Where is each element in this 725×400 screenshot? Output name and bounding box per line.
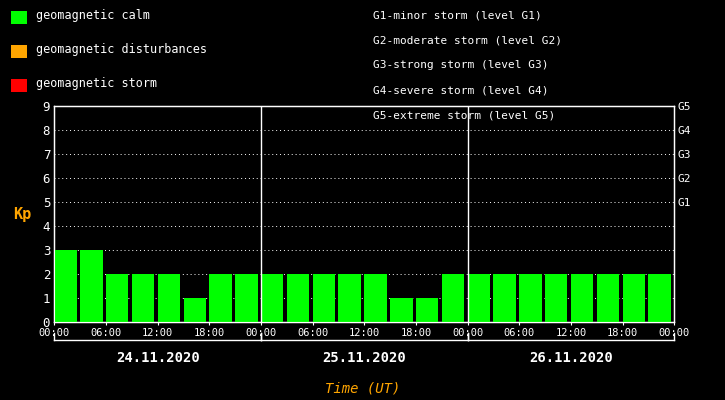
Bar xyxy=(210,274,232,322)
Bar xyxy=(339,274,361,322)
Bar xyxy=(54,250,77,322)
Bar xyxy=(519,274,542,322)
Bar xyxy=(494,274,515,322)
Bar xyxy=(235,274,257,322)
Text: Kp: Kp xyxy=(12,206,31,222)
Bar xyxy=(416,298,439,322)
Bar xyxy=(597,274,619,322)
Text: 26.11.2020: 26.11.2020 xyxy=(529,351,613,365)
Bar xyxy=(106,274,128,322)
Bar xyxy=(623,274,645,322)
Text: 24.11.2020: 24.11.2020 xyxy=(116,351,199,365)
Bar xyxy=(312,274,335,322)
Bar xyxy=(364,274,386,322)
Bar xyxy=(545,274,568,322)
Bar xyxy=(80,250,103,322)
Bar xyxy=(183,298,206,322)
Bar xyxy=(261,274,283,322)
Bar xyxy=(157,274,180,322)
Text: 25.11.2020: 25.11.2020 xyxy=(323,351,406,365)
Bar xyxy=(287,274,309,322)
Bar xyxy=(648,274,671,322)
Text: G4-severe storm (level G4): G4-severe storm (level G4) xyxy=(373,86,549,96)
Bar xyxy=(468,274,490,322)
Text: G5-extreme storm (level G5): G5-extreme storm (level G5) xyxy=(373,111,555,121)
Text: G1-minor storm (level G1): G1-minor storm (level G1) xyxy=(373,10,542,20)
Text: geomagnetic calm: geomagnetic calm xyxy=(36,9,149,22)
Bar xyxy=(442,274,464,322)
Text: geomagnetic storm: geomagnetic storm xyxy=(36,77,157,90)
Text: geomagnetic disturbances: geomagnetic disturbances xyxy=(36,43,207,56)
Text: G3-strong storm (level G3): G3-strong storm (level G3) xyxy=(373,60,549,70)
Text: G2-moderate storm (level G2): G2-moderate storm (level G2) xyxy=(373,35,563,45)
Bar xyxy=(390,298,413,322)
Text: Time (UT): Time (UT) xyxy=(325,381,400,395)
Bar xyxy=(571,274,593,322)
Bar xyxy=(132,274,154,322)
